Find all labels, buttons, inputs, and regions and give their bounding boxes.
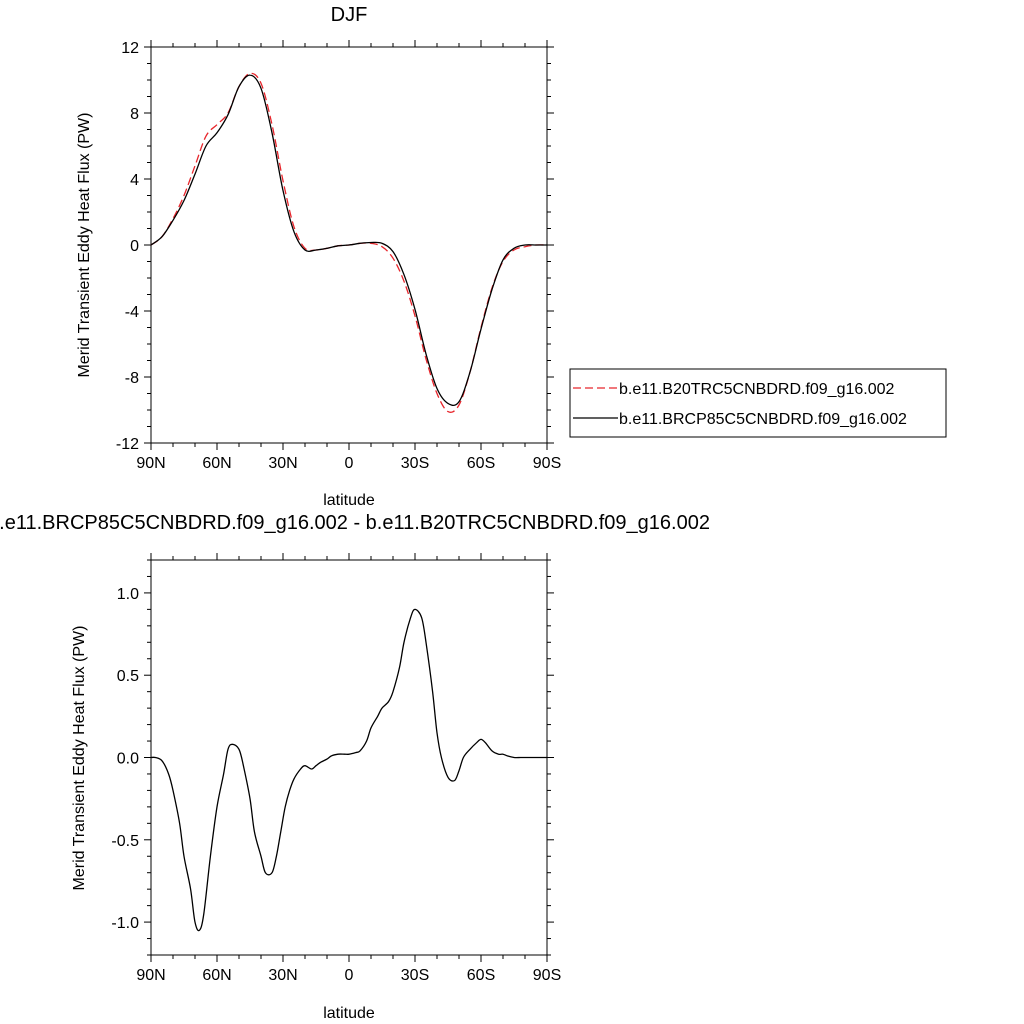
x-tick-label: 90S bbox=[533, 967, 561, 984]
chart1-ylabel: Merid Transient Eddy Heat Flux (PW) bbox=[76, 113, 93, 378]
y-tick-label: -1.0 bbox=[111, 915, 139, 932]
chart2-series-1-line bbox=[150, 608, 547, 932]
x-tick-label: 30N bbox=[268, 967, 297, 984]
chart2-ylabel: Merid Transient Eddy Heat Flux (PW) bbox=[71, 626, 88, 891]
x-tick-label: 30S bbox=[401, 967, 429, 984]
x-tick-label: 60S bbox=[467, 967, 495, 984]
x-tick-label: 30S bbox=[401, 455, 429, 472]
y-tick-label: 12 bbox=[121, 40, 139, 57]
x-tick-label: 90N bbox=[136, 455, 165, 472]
y-tick-label: 1.0 bbox=[117, 586, 139, 603]
x-tick-label: 0 bbox=[345, 967, 354, 984]
chart1-plot: 90N 60N 30N 0 30S 60S 90S -12 -8 -4 0 4 8 12 bbox=[116, 40, 561, 472]
y-tick-label: 4 bbox=[130, 172, 139, 189]
chart1-series-2-line bbox=[150, 74, 547, 407]
y-tick-label: -12 bbox=[116, 436, 139, 453]
y-tick-label: 0 bbox=[130, 238, 139, 255]
x-tick-label: 60N bbox=[202, 967, 231, 984]
chart2-title: b.e11.BRCP85C5CNBDRD.f09_g16.002 - b.e11… bbox=[0, 512, 710, 534]
x-tick-label: 0 bbox=[345, 455, 354, 472]
y-tick-label: -8 bbox=[125, 370, 139, 387]
legend-box bbox=[569, 368, 947, 438]
chart2-plot: 90N 60N 30N 0 30S 60S 90S -1.0 -0.5 0.0 0.5 1.0 bbox=[111, 553, 561, 984]
y-tick-label: 8 bbox=[130, 106, 139, 123]
y-tick-label: 0.0 bbox=[117, 751, 139, 768]
x-tick-label: 30N bbox=[268, 455, 297, 472]
chart1-legend: b.e11.B20TRC5CNBDRD.f09_g16.002 b.e11.BR… bbox=[569, 368, 947, 438]
chart1-title: DJF bbox=[331, 4, 368, 26]
legend-label-series-1: b.e11.B20TRC5CNBDRD.f09_g16.002 bbox=[619, 381, 895, 398]
y-tick-label: 0.5 bbox=[117, 668, 139, 685]
chart1-xlabel: latitude bbox=[323, 492, 375, 509]
y-tick-label: -4 bbox=[125, 304, 139, 321]
legend-label-series-2: b.e11.BRCP85C5CNBDRD.f09_g16.002 bbox=[619, 411, 907, 428]
x-tick-label: 60S bbox=[467, 455, 495, 472]
y-tick-label: -0.5 bbox=[111, 833, 139, 850]
x-tick-label: 90N bbox=[136, 967, 165, 984]
x-tick-label: 60N bbox=[202, 455, 231, 472]
x-tick-label: 90S bbox=[533, 455, 561, 472]
chart2-xlabel: latitude bbox=[323, 1005, 375, 1022]
